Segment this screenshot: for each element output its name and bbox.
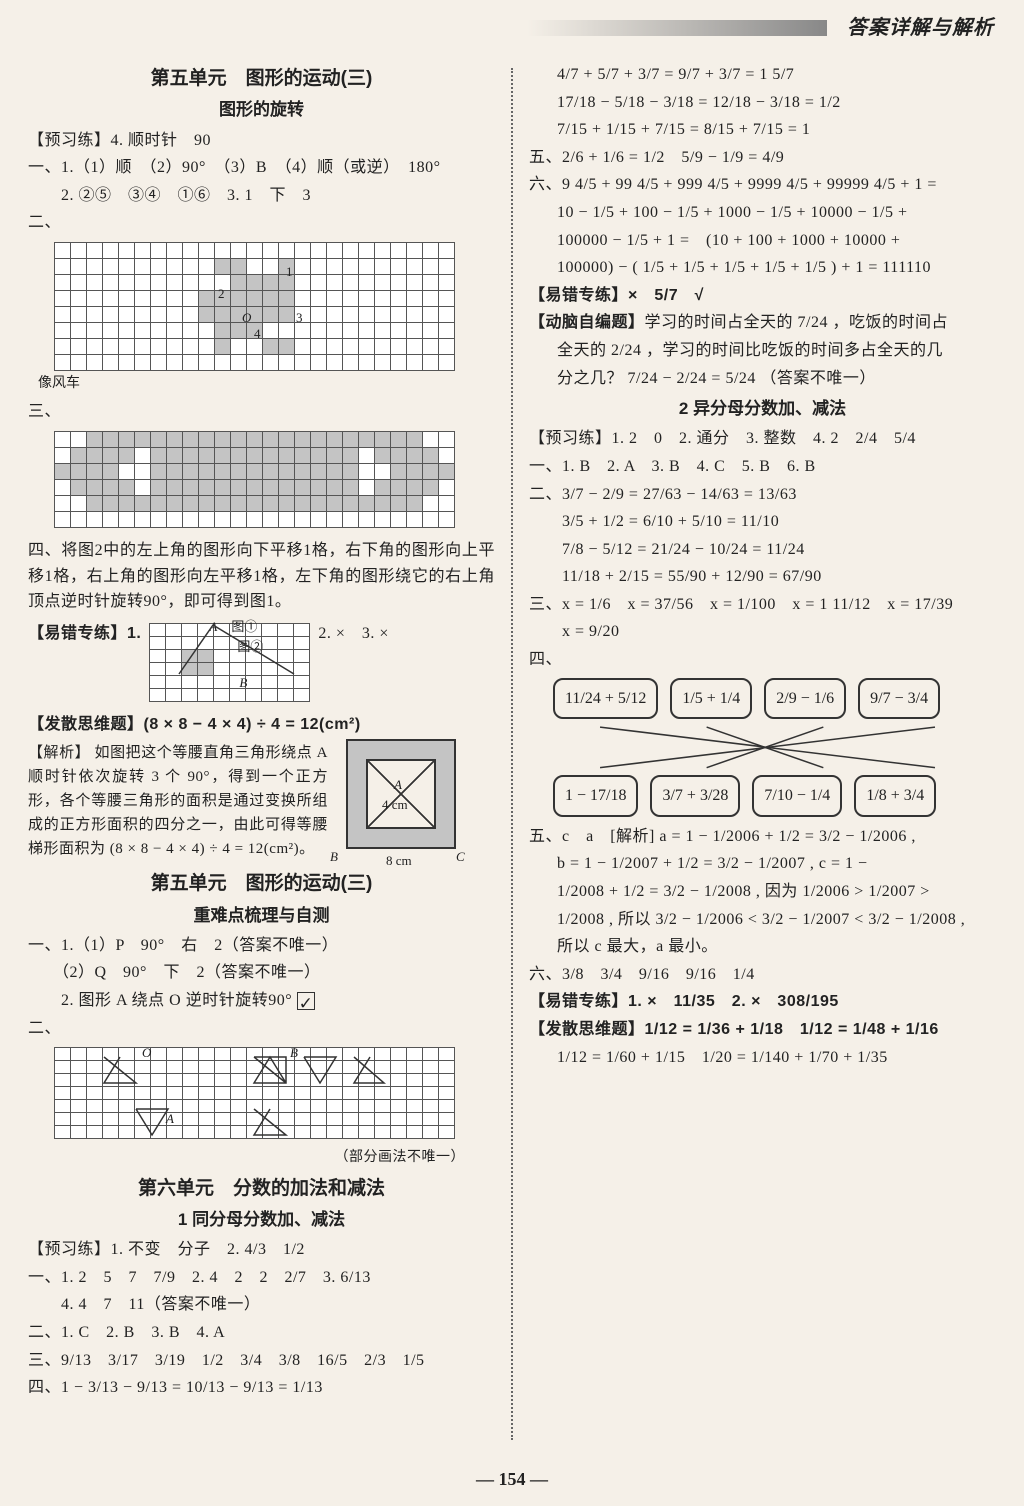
l1: 一、1.（1）顺 （2）90° （3）B （4）顺（或逆） 180° <box>28 155 495 181</box>
lbl-A2: A <box>166 1109 174 1130</box>
p6a: 一、1. 2 5 7 7/9 2. 4 2 2 2/7 3. 6/13 <box>28 1265 495 1291</box>
pdiv: 【发散思维题】1/12 = 1/36 + 1/18 1/12 = 1/48 + … <box>529 1017 996 1043</box>
p6e: 四、1 − 3/13 − 9/13 = 10/13 − 9/13 = 1/13 <box>28 1375 495 1401</box>
box3: 2/9 − 1/6 <box>764 678 846 720</box>
box1: 11/24 + 5/12 <box>553 678 658 720</box>
pb3: 三、x = 1/6 x = 37/56 x = 1/100 x = 1 11/1… <box>529 592 996 618</box>
b3: 2. 图形 A 绕点 O 逆时针旋转90° <box>28 988 495 1014</box>
p6d: 三、9/13 3/17 3/19 1/2 3/4 3/8 16/5 2/3 1/… <box>28 1348 495 1374</box>
r6: 10 − 1/5 + 100 − 1/5 + 1000 − 1/5 + 1000… <box>557 200 996 226</box>
p6b: 4. 4 7 11（答案不唯一） <box>28 1292 495 1318</box>
r5: 六、9 4/5 + 99 4/5 + 999 4/5 + 9999 4/5 + … <box>529 172 996 198</box>
column-divider <box>511 68 513 1440</box>
pb2a: 二、3/7 − 2/9 = 27/63 − 14/63 = 13/63 <box>529 482 996 508</box>
grid3-overlay <box>54 1043 484 1143</box>
grid-figure-2 <box>54 427 455 534</box>
pb3b: x = 9/20 <box>529 619 996 645</box>
pb5b: b = 1 − 1/2007 + 1/2 = 3/2 − 1/2007 , c … <box>557 851 996 877</box>
box2: 1/5 + 1/4 <box>670 678 752 720</box>
lbl-B2: B <box>290 1043 298 1064</box>
r4: 五、2/6 + 1/6 = 1/2 5/9 − 1/9 = 4/9 <box>529 145 996 171</box>
p6c: 二、1. C 2. B 3. B 4. A <box>28 1320 495 1346</box>
err-label: 【易错专练】1. <box>28 621 141 647</box>
page-number: — 154 — <box>476 1465 548 1494</box>
rerr: 【易错专练】× 5/7 √ <box>529 283 996 309</box>
brain: 【动脑自编题】学习的时间占全天的 7/24 ，吃饭的时间占 <box>529 310 996 336</box>
pb5e: 所以 c 最大，a 最小。 <box>557 934 996 960</box>
brain3: 分之几？ 7/24 − 2/24 = 5/24 （答案不唯一） <box>557 366 996 392</box>
unit5-title: 第五单元 图形的运动(三) <box>28 64 495 94</box>
columns: 第五单元 图形的运动(三) 图形的旋转 【预习练】4. 顺时针 90 一、1.（… <box>28 60 996 1440</box>
four-text: 四、将图2中的左上角的图形向下平移1格，右下角的图形向上平移1格，右上角的图形向… <box>28 538 495 615</box>
lbl-3: 3 <box>296 308 303 329</box>
sec2-label: 二、 <box>28 214 61 231</box>
fig-8cm: 8 cm <box>386 851 412 872</box>
unit6-subtitle-b: 2 异分母分数加、减法 <box>529 395 996 422</box>
section-3: 三、 <box>28 399 495 425</box>
pb4: 四、 <box>529 647 996 673</box>
lbl-O: O <box>242 308 251 329</box>
pb: 【预习练】1. 2 0 2. 通分 3. 整数 4. 2 2/4 5/4 <box>529 426 996 452</box>
p6: 【预习练】1. 不变 分子 2. 4/3 1/2 <box>28 1237 495 1263</box>
brain2: 全天的 2/24 ，学习的时间比吃饭的时间多占全天的几 <box>557 338 996 364</box>
pb1: 一、1. B 2. A 3. B 4. C 5. B 6. B <box>529 454 996 480</box>
r7: 100000 − 1/5 + 1 = (10 + 100 + 1000 + 10… <box>557 228 996 254</box>
unit6-title: 第六单元 分数的加法和减法 <box>28 1174 495 1204</box>
unit5-subtitle-b: 重难点梳理与自测 <box>28 902 495 929</box>
grid3-caption: （部分画法不唯一） <box>28 1147 495 1169</box>
unit5-subtitle-a: 图形的旋转 <box>28 96 495 123</box>
box8: 1/8 + 3/4 <box>854 775 936 817</box>
box-row-top: 11/24 + 5/12 1/5 + 1/4 2/9 − 1/6 9/7 − 3… <box>549 675 996 723</box>
pb2c: 7/8 − 5/12 = 21/24 − 10/24 = 11/24 <box>529 537 996 563</box>
fig-A: A <box>394 775 402 796</box>
check-icon <box>297 992 315 1010</box>
grid-figure-err: A 图① 图② B <box>149 619 310 708</box>
unit5-title-b: 第五单元 图形的运动(三) <box>28 869 495 899</box>
lbl-O2: O <box>142 1043 151 1064</box>
box7: 7/10 − 1/4 <box>752 775 842 817</box>
lbl-1: 1 <box>286 262 293 283</box>
sec2b: 二、 <box>28 1016 495 1042</box>
left-column: 第五单元 图形的运动(三) 图形的旋转 【预习练】4. 顺时针 90 一、1.（… <box>28 60 495 1440</box>
box-row-bottom: 1 − 17/18 3/7 + 3/28 7/10 − 1/4 1/8 + 3/… <box>549 772 996 820</box>
square-figure: A 4 cm B C 8 cm <box>336 739 456 849</box>
preview-line: 【预习练】4. 顺时针 90 <box>28 128 495 154</box>
grid-figure-3: O B A <box>54 1043 455 1145</box>
diverge-title: 【发散思维题】(8 × 8 − 4 × 4) ÷ 4 = 12(cm²) <box>28 712 495 738</box>
pb6: 六、3/8 3/4 9/16 9/16 1/4 <box>529 962 996 988</box>
sec3-label: 三、 <box>28 403 61 420</box>
b1: 一、1.（1）P 90° 右 2（答案不唯一） <box>28 933 495 959</box>
right-column: 4/7 + 5/7 + 3/7 = 9/7 + 3/7 = 1 5/7 17/1… <box>529 60 996 1440</box>
cross-lines <box>529 722 996 772</box>
r2: 17/18 − 5/18 − 3/18 = 12/18 − 3/18 = 1/2 <box>557 90 996 116</box>
grid-figure-1: 1 2 3 O 4 <box>54 238 455 377</box>
r3: 7/15 + 1/15 + 7/15 = 8/15 + 7/15 = 1 <box>557 117 996 143</box>
pb5c: 1/2008 + 1/2 = 3/2 − 1/2008 , 因为 1/2006 … <box>557 879 996 905</box>
box4: 9/7 − 3/4 <box>858 678 940 720</box>
box5: 1 − 17/18 <box>553 775 638 817</box>
r1: 4/7 + 5/7 + 3/7 = 9/7 + 3/7 = 1 5/7 <box>557 62 996 88</box>
pb5d: 1/2008 , 所以 3/2 − 1/2006 < 3/2 − 1/2007 … <box>557 907 996 933</box>
pdiv2: 1/12 = 1/60 + 1/15 1/20 = 1/140 + 1/70 +… <box>557 1045 996 1071</box>
err-1b: 2. × 3. × <box>318 621 389 647</box>
unit6-subtitle-a: 1 同分母分数加、减法 <box>28 1206 495 1233</box>
box6: 3/7 + 3/28 <box>650 775 740 817</box>
pb2d: 11/18 + 2/15 = 55/90 + 12/90 = 67/90 <box>529 564 996 590</box>
fig-B: B <box>330 847 338 868</box>
page-header: 答案详解与解析 <box>847 12 994 44</box>
lbl-4: 4 <box>254 324 261 345</box>
lbl-2: 2 <box>218 284 225 305</box>
perr: 【易错专练】1. × 11/35 2. × 308/195 <box>529 989 996 1015</box>
fig-C: C <box>456 847 465 868</box>
pb2b: 3/5 + 1/2 = 6/10 + 5/10 = 11/10 <box>529 509 996 535</box>
diverge-text: 【解析】 如图把这个等腰直角三角形绕点 A 顺时针依次旋转 3 个 90°，得到… <box>28 741 328 861</box>
l2: 2. ②⑤ ③④ ①⑥ 3. 1 下 3 <box>28 183 495 209</box>
section-2: 二、 <box>28 210 495 236</box>
pb5a: 五、c a [解析] a = 1 − 1/2006 + 1/2 = 3/2 − … <box>529 824 996 850</box>
b2: （2）Q 90° 下 2（答案不唯一） <box>28 960 495 986</box>
r8: 100000) − ( 1/5 + 1/5 + 1/5 + 1/5 + 1/5 … <box>557 255 996 281</box>
fig-4cm: 4 cm <box>382 795 408 816</box>
